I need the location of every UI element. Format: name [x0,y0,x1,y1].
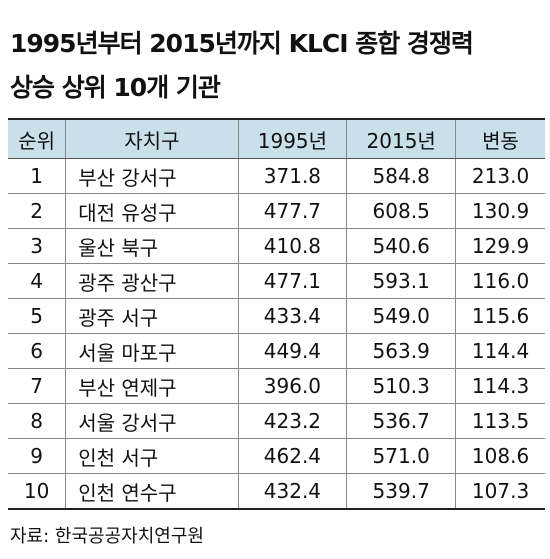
column-header: 순위 [8,119,67,159]
table-cell: 10 [8,473,67,510]
table-row: 4 광주 광산구 477.1 593.1 116.0 [8,263,545,299]
table-cell: 477.7 [237,193,348,229]
table-cell: 7 [8,368,67,404]
table-cell: 410.8 [237,228,348,264]
table-cell: 108.6 [455,438,545,474]
table-cell: 549.0 [346,298,457,334]
table-cell: 광주 광산구 [65,263,239,299]
column-header: 변동 [455,119,545,159]
table-row: 8 서울 강서구 423.2 536.7 113.5 [8,403,545,439]
table-row: 1 부산 강서구 371.8 584.8 213.0 [8,158,545,194]
table-cell: 539.7 [346,473,457,510]
table-row: 10 인천 연수구 432.4 539.7 107.3 [8,473,545,510]
table-body: 1 부산 강서구 371.8 584.8 213.0 2 대전 유성구 477.7 608.5 1… [8,158,545,510]
table-cell: 인천 연수구 [65,473,239,510]
table-row: 9 인천 서구 462.4 571.0 108.6 [8,438,545,474]
table-cell: 593.1 [346,263,457,299]
table-cell: 115.6 [455,298,545,334]
table-cell: 130.9 [455,193,545,229]
title: 1995년부터 2015년까지 KLCI 종합 경쟁력 상승 상위 10개 기관 [10,22,474,110]
table-cell: 116.0 [455,263,545,299]
table-cell: 광주 서구 [65,298,239,334]
table-cell: 536.7 [346,403,457,439]
table-cell: 인천 서구 [65,438,239,474]
table-cell: 114.4 [455,333,545,369]
column-header: 자치구 [65,119,239,159]
table-cell: 부산 강서구 [65,158,239,194]
table-cell: 462.4 [237,438,348,474]
table-cell: 114.3 [455,368,545,404]
table-cell: 432.4 [237,473,348,510]
table-cell: 571.0 [346,438,457,474]
table-cell: 371.8 [237,158,348,194]
title-line: 1995년부터 2015년까지 KLCI 종합 경쟁력 [10,29,474,58]
table-cell: 396.0 [237,368,348,404]
table-cell: 107.3 [455,473,545,510]
table-cell: 9 [8,438,67,474]
table-cell: 510.3 [346,368,457,404]
column-header: 2015년 [346,119,457,159]
ranking-table: 순위 자치구 1995년 2015년 변동 1 부산 강서구 371.8 584.8 213.0… [8,118,545,510]
table-cell: 213.0 [455,158,545,194]
table-cell: 113.5 [455,403,545,439]
table-row: 2 대전 유성구 477.7 608.5 130.9 [8,193,545,229]
table-cell: 2 [8,193,67,229]
source: 자료: 한국공공자치연구원 [10,526,204,547]
table-cell: 3 [8,228,67,264]
table-cell: 서울 강서구 [65,403,239,439]
table-cell: 6 [8,333,67,369]
header-row: 순위 자치구 1995년 2015년 변동 [8,119,545,159]
table-cell: 540.6 [346,228,457,264]
table-cell: 4 [8,263,67,299]
table-cell: 129.9 [455,228,545,264]
table-cell: 대전 유성구 [65,193,239,229]
table-cell: 477.1 [237,263,348,299]
title-line: 상승 상위 10개 기관 [10,73,221,102]
table-row: 7 부산 연제구 396.0 510.3 114.3 [8,368,545,404]
table-cell: 449.4 [237,333,348,369]
table-cell: 608.5 [346,193,457,229]
table-cell: 584.8 [346,158,457,194]
column-header: 1995년 [237,119,348,159]
table-cell: 1 [8,158,67,194]
table-cell: 433.4 [237,298,348,334]
table-cell: 8 [8,403,67,439]
table-cell: 5 [8,298,67,334]
table-row: 6 서울 마포구 449.4 563.9 114.4 [8,333,545,369]
table-row: 3 울산 북구 410.8 540.6 129.9 [8,228,545,264]
table-cell: 울산 북구 [65,228,239,264]
table-cell: 서울 마포구 [65,333,239,369]
table-head: 순위 자치구 1995년 2015년 변동 [8,119,545,159]
table-cell: 423.2 [237,403,348,439]
table-cell: 부산 연제구 [65,368,239,404]
table-row: 5 광주 서구 433.4 549.0 115.6 [8,298,545,334]
table-cell: 563.9 [346,333,457,369]
